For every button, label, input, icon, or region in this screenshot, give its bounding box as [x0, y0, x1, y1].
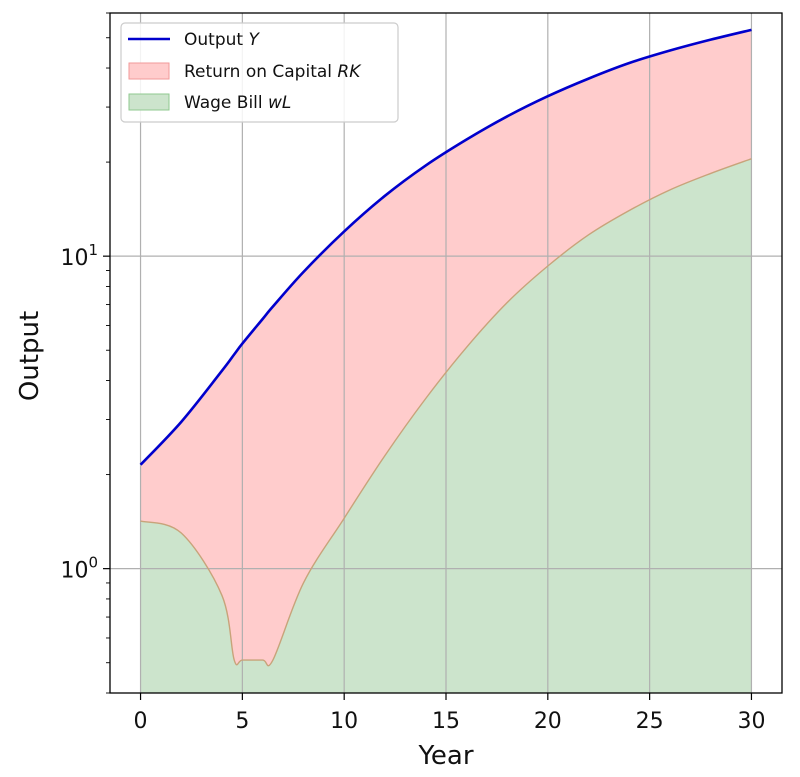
y-tick-label: 100	[60, 554, 98, 584]
x-tick-label: 0	[134, 709, 148, 734]
x-tick-label: 5	[235, 709, 249, 734]
wage-bill-boundary-line	[140, 158, 752, 667]
x-tick-label: 15	[432, 709, 460, 734]
grid-layer	[110, 13, 782, 693]
legend-capital-swatch	[128, 62, 170, 80]
legend-entry-RK: Return on Capital RK	[184, 62, 362, 82]
tick-layer: 0 5 10 15 20 25 30 100 101	[60, 12, 765, 734]
legend-wage-swatch	[128, 93, 170, 111]
line-layer	[139, 28, 752, 667]
x-tick-label: 20	[534, 709, 562, 734]
y-axis-label: Output	[15, 311, 45, 401]
legend: Output Y Return on Capital RK Wage Bill wL	[120, 22, 399, 123]
output-line	[139, 28, 752, 466]
plot-area	[109, 12, 783, 694]
legend-entry-wL: Wage Bill wL	[184, 93, 291, 113]
x-tick-label: 30	[737, 709, 765, 734]
legend-box	[120, 22, 399, 123]
x-tick-label: 10	[330, 709, 358, 734]
x-axis-label: Year	[417, 741, 473, 771]
x-tick-label: 25	[636, 709, 664, 734]
legend-entry-Y: Output Y	[184, 30, 260, 50]
y-tick-label: 101	[60, 241, 98, 271]
